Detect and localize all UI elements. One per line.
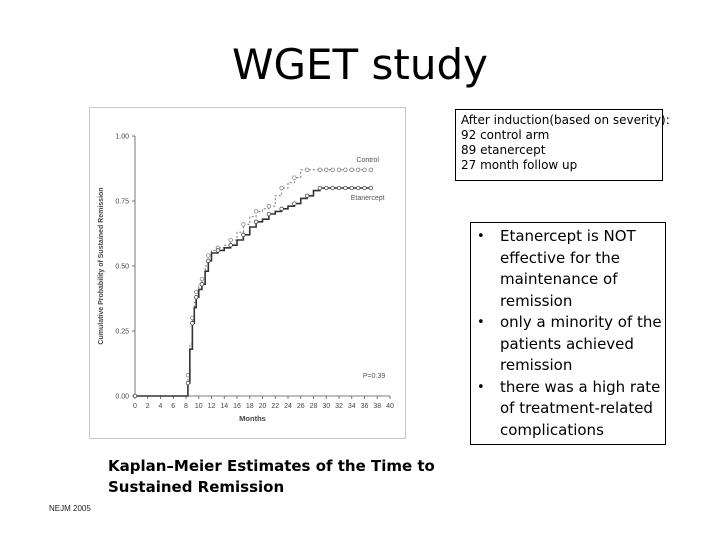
data-point [317, 167, 323, 172]
x-tick-label: 12 [208, 403, 216, 410]
data-point [194, 289, 199, 295]
x-tick-label: 4 [159, 403, 163, 410]
data-point [336, 185, 342, 191]
data-point [368, 167, 374, 172]
caption-line: Sustained Remission [108, 478, 285, 496]
caption-line: Kaplan–Meier Estimates of the Time to [108, 457, 435, 475]
bullet-item: • only a minority of the patients achieve… [471, 312, 665, 377]
data-point [362, 167, 367, 172]
data-point [206, 258, 211, 263]
series-line-etanercept [135, 187, 371, 397]
bullet-icon: • [477, 229, 485, 244]
info-line-induction: After induction(based on severity): [461, 113, 670, 127]
data-point [330, 167, 335, 172]
x-tick-label: 2 [146, 403, 150, 410]
data-point [292, 201, 297, 206]
data-point [349, 167, 354, 172]
data-point [355, 185, 361, 191]
x-tick-label: 34 [348, 403, 356, 410]
y-tick-label: 0.50 [115, 264, 129, 271]
y-tick-label: 1.00 [115, 134, 129, 141]
x-tick-label: 16 [233, 403, 241, 410]
data-point [199, 276, 205, 282]
data-point [279, 185, 284, 191]
bullet-item: • there was a high rate of treatment-rela… [471, 377, 665, 442]
data-point [253, 209, 259, 214]
x-tick-label: 14 [220, 403, 228, 410]
figure-caption: Kaplan–Meier Estimates of the Time to Su… [108, 456, 435, 498]
data-point [324, 185, 329, 191]
data-point [292, 175, 297, 180]
data-point [228, 237, 233, 243]
bullet-icon: • [477, 315, 485, 330]
x-tick-label: 26 [297, 403, 305, 410]
data-point [368, 185, 374, 191]
x-tick-label: 0 [133, 403, 137, 410]
info-line-control: 92 control arm [461, 128, 550, 142]
x-axis-label: Months [239, 414, 266, 423]
x-tick-label: 20 [259, 403, 267, 410]
p-value-annotation: P=0.39 [363, 373, 385, 380]
kaplan-meier-chart: 0.00 0.25 0.50 0.75 1.00 0 2 4 6 8 10 12 14 16 18 20 22 2… [89, 107, 406, 439]
data-point [194, 295, 199, 300]
data-point [330, 185, 335, 191]
data-point [304, 167, 310, 172]
info-line-followup: 27 month follow up [461, 158, 578, 172]
data-point [228, 243, 233, 248]
x-tick-label: 22 [271, 403, 279, 410]
bullet-text: there was a high rate of treatment-relat… [500, 377, 661, 439]
x-tick-label: 8 [184, 403, 188, 410]
data-point [241, 222, 246, 227]
data-point [317, 185, 323, 191]
x-tick-label: 40 [386, 403, 394, 410]
data-point [253, 219, 259, 224]
data-point [266, 204, 272, 209]
data-point [241, 232, 246, 237]
y-axis-label: Cumulative Probability of Sustained Remi… [98, 187, 105, 344]
bullet-list: • Etanercept is NOT effective for the mai… [471, 223, 665, 441]
x-tick-label: 30 [322, 403, 330, 410]
x-tick-label: 24 [284, 403, 292, 410]
data-point [349, 185, 354, 191]
data-point [362, 185, 367, 191]
data-point [324, 167, 329, 172]
data-point [190, 321, 195, 326]
x-tick-label: 28 [310, 403, 318, 410]
conclusions-box: • Etanercept is NOT effective for the mai… [470, 222, 666, 445]
bullet-text: only a minority of the patients achieved… [500, 313, 662, 374]
data-point [215, 248, 221, 253]
data-point [266, 211, 272, 217]
data-point [206, 253, 211, 258]
slide-title: WGET study [231, 40, 489, 89]
chart-svg: 0.000.250.500.751.000 2 4 6 8 10 12 14 16 18 20 22 2… [98, 134, 394, 424]
series-line-control [135, 169, 371, 397]
data-point [304, 193, 310, 198]
data-point [279, 206, 284, 211]
data-point [199, 282, 205, 287]
legend-label-etanercept: Etanercept [351, 195, 385, 202]
x-tick-label: 36 [361, 403, 369, 410]
x-tick-label: 38 [373, 403, 381, 410]
x-tick-label: 6 [171, 403, 175, 410]
y-tick-label: 0.75 [115, 199, 129, 206]
data-point [343, 167, 348, 172]
bullet-item: • Etanercept is NOT effective for the mai… [471, 226, 665, 312]
data-point [336, 167, 342, 172]
data-point [343, 185, 348, 191]
bullet-icon: • [477, 379, 485, 395]
data-point [355, 167, 361, 172]
data-point [185, 380, 191, 386]
source-citation: NEJM 2005 [49, 504, 91, 513]
data-point [132, 393, 138, 399]
bullet-text: Etanercept is NOT effective for the main… [500, 227, 636, 310]
y-tick-label: 0.25 [115, 329, 129, 336]
legend-label-control: Control [356, 157, 379, 164]
x-tick-label: 18 [246, 403, 254, 410]
info-line-etanercept: 89 etanercept [461, 143, 546, 157]
x-tick-label: 32 [335, 403, 343, 410]
x-tick-label: 10 [195, 403, 203, 410]
study-info-box: After induction(based on severity): 92 c… [455, 109, 670, 181]
y-tick-label: 0.00 [115, 394, 129, 401]
